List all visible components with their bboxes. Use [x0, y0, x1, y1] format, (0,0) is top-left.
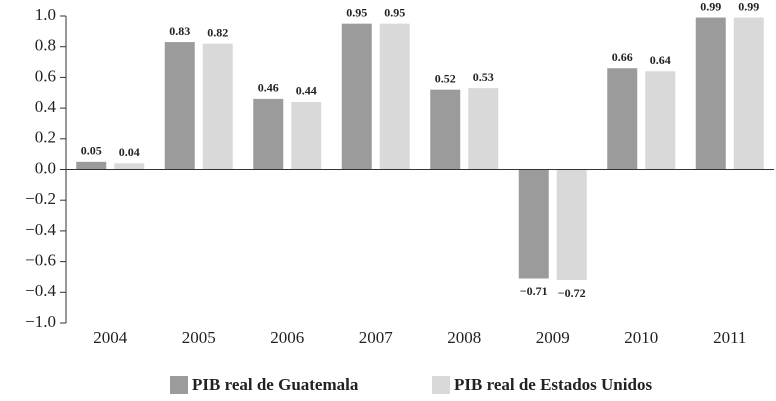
- y-tick-label: 1.0: [35, 5, 56, 24]
- value-label: 0.46: [258, 81, 279, 95]
- value-label: 0.53: [473, 70, 494, 84]
- bar: [76, 161, 107, 170]
- x-tick-label: 2008: [447, 328, 481, 347]
- x-tick-label: 2010: [624, 328, 658, 347]
- x-tick-label: 2004: [93, 328, 128, 347]
- x-tick-label: 2009: [536, 328, 570, 347]
- legend-swatch: [170, 376, 188, 394]
- legend-label: PIB real de Estados Unidos: [454, 375, 652, 394]
- x-tick-label: 2011: [713, 328, 746, 347]
- bar: [607, 68, 638, 170]
- value-label: 0.04: [119, 145, 140, 159]
- bar: [114, 163, 145, 170]
- bar: [253, 98, 284, 170]
- value-label: 0.66: [612, 50, 633, 64]
- y-tick-label: −0.6: [25, 251, 56, 270]
- bar: [733, 17, 764, 170]
- x-tick-label: 2005: [182, 328, 216, 347]
- y-tick-label: −0.2: [25, 189, 56, 208]
- value-label: 0.64: [650, 53, 671, 67]
- y-tick-label: 0.8: [35, 36, 56, 55]
- y-tick-label: 0.6: [35, 66, 56, 85]
- bar: [468, 88, 499, 170]
- value-label: 0.83: [169, 24, 190, 38]
- bar: [202, 43, 233, 170]
- value-label: 0.82: [207, 25, 228, 39]
- x-tick-label: 2006: [270, 328, 304, 347]
- bar: [556, 169, 587, 281]
- bar: [341, 23, 372, 170]
- bar: [430, 89, 461, 170]
- value-label: 0.99: [738, 0, 759, 13]
- y-tick-label: 0.2: [35, 128, 56, 147]
- y-tick-label: −1.0: [25, 312, 56, 331]
- value-label: −0.72: [558, 286, 586, 300]
- value-label: 0.52: [435, 71, 456, 85]
- bar: [518, 169, 549, 279]
- bar: [379, 23, 410, 170]
- x-tick-label: 2007: [359, 328, 394, 347]
- bar: [645, 71, 676, 170]
- bar: [695, 17, 726, 170]
- y-tick-label: 0.0: [35, 158, 56, 177]
- legend-swatch: [432, 376, 450, 394]
- value-label: 0.99: [700, 0, 721, 13]
- y-tick-label: −0.4: [25, 281, 56, 300]
- value-label: −0.71: [520, 284, 548, 298]
- legend-label: PIB real de Guatemala: [192, 375, 359, 394]
- value-label: 0.44: [296, 84, 317, 98]
- value-label: 0.05: [81, 144, 102, 158]
- bar: [164, 42, 195, 170]
- y-tick-label: −0.4: [25, 220, 56, 239]
- value-label: 0.95: [346, 5, 367, 19]
- y-tick-label: 0.4: [35, 97, 57, 116]
- bar: [291, 101, 322, 170]
- value-label: 0.95: [384, 5, 405, 19]
